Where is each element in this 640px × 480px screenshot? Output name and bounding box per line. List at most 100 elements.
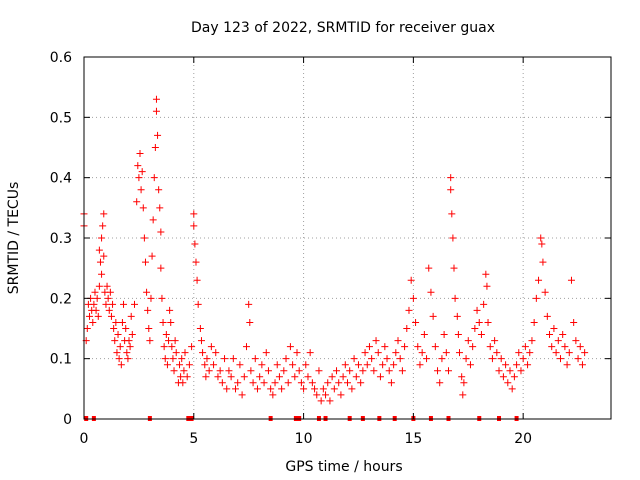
data-point xyxy=(291,373,299,381)
y-tick-label: 0.4 xyxy=(50,171,72,187)
data-point xyxy=(554,337,562,345)
data-point xyxy=(385,367,393,375)
data-point xyxy=(227,373,235,381)
data-point xyxy=(126,343,134,351)
data-point xyxy=(138,168,146,176)
data-point xyxy=(539,258,547,266)
data-point xyxy=(234,379,242,387)
data-point xyxy=(322,391,330,399)
data-point xyxy=(188,343,196,351)
data-point xyxy=(401,343,409,351)
data-point xyxy=(412,318,420,326)
data-point xyxy=(392,349,400,357)
data-point xyxy=(363,361,371,369)
data-point xyxy=(480,300,488,308)
data-point xyxy=(543,312,551,320)
data-point xyxy=(493,349,501,357)
data-point xyxy=(354,361,362,369)
data-point xyxy=(431,343,439,351)
data-point xyxy=(122,325,130,332)
data-point xyxy=(157,264,165,272)
data-point xyxy=(264,367,272,375)
data-point xyxy=(306,349,314,357)
data-point xyxy=(225,367,233,375)
data-point xyxy=(532,294,540,302)
data-point xyxy=(434,367,442,375)
data-point xyxy=(420,331,428,339)
data-point xyxy=(537,234,545,242)
data-point xyxy=(249,379,257,387)
data-point xyxy=(91,288,99,296)
data-point xyxy=(168,343,176,351)
data-point xyxy=(192,258,200,266)
y-tick-label: 0.6 xyxy=(50,50,72,66)
data-point xyxy=(565,349,573,357)
data-point xyxy=(304,373,312,381)
data-point xyxy=(337,391,345,399)
data-point xyxy=(165,337,173,345)
data-point xyxy=(381,343,389,351)
data-point xyxy=(488,355,496,363)
data-point xyxy=(92,306,100,314)
data-point xyxy=(262,349,270,357)
data-point xyxy=(207,343,215,351)
data-point xyxy=(326,397,334,405)
data-point xyxy=(100,210,108,218)
data-point xyxy=(396,355,404,363)
data-point xyxy=(251,355,259,363)
data-point xyxy=(293,349,301,357)
data-point xyxy=(240,373,248,381)
data-point xyxy=(110,325,118,332)
data-point xyxy=(495,367,503,375)
data-point xyxy=(387,379,395,387)
data-point xyxy=(140,234,148,242)
data-point xyxy=(115,355,123,363)
data-point xyxy=(193,276,201,284)
data-point xyxy=(570,318,578,326)
data-point xyxy=(374,349,382,357)
data-point xyxy=(365,343,373,351)
data-point xyxy=(154,131,162,139)
data-point xyxy=(486,343,494,351)
data-point xyxy=(194,300,202,308)
data-point xyxy=(526,349,534,357)
data-point xyxy=(246,318,254,326)
data-point xyxy=(98,270,106,278)
data-point xyxy=(455,349,463,357)
data-point xyxy=(232,385,240,393)
data-point xyxy=(109,300,117,308)
data-point xyxy=(155,186,163,194)
data-point xyxy=(183,373,191,381)
data-point xyxy=(572,337,580,345)
data-point xyxy=(102,300,110,308)
data-point xyxy=(203,355,211,363)
data-point xyxy=(89,318,97,326)
data-point xyxy=(352,373,360,381)
data-point xyxy=(282,355,290,363)
data-point xyxy=(311,385,319,393)
data-point xyxy=(561,343,569,351)
data-point xyxy=(105,306,113,314)
data-point xyxy=(317,397,325,405)
data-point xyxy=(438,355,446,363)
data-point xyxy=(471,325,479,332)
data-point xyxy=(482,270,490,278)
data-point xyxy=(469,343,477,351)
data-point xyxy=(341,361,349,369)
data-point xyxy=(157,228,165,236)
data-point xyxy=(289,361,297,369)
data-point xyxy=(359,367,367,375)
data-point xyxy=(425,264,433,272)
data-point xyxy=(348,385,356,393)
chart-title: Day 123 of 2022, SRMTID for receiver gua… xyxy=(191,20,495,36)
data-point xyxy=(104,294,112,302)
x-tick-label: 5 xyxy=(189,431,198,447)
data-point xyxy=(143,288,151,296)
data-point xyxy=(123,349,131,357)
data-point xyxy=(133,198,141,206)
data-point xyxy=(135,174,143,182)
data-point xyxy=(100,252,108,260)
data-point xyxy=(214,373,222,381)
data-point xyxy=(284,379,292,387)
data-point xyxy=(563,361,571,369)
